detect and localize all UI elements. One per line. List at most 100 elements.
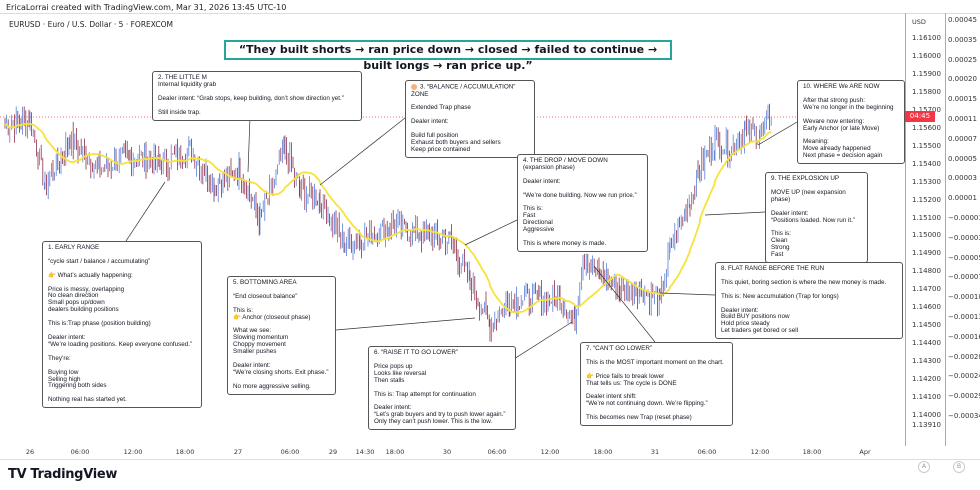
annotation-bottoming[interactable]: 5. BOTTOMING AREA “End closeout balance”… <box>227 276 336 395</box>
price-tick-label: 1.14600 <box>912 303 941 312</box>
annotation-body: After that strong push: We’re no longer … <box>803 96 894 160</box>
price-tick-label: 1.14400 <box>912 339 941 348</box>
secondary-tick-label: 0.00001 <box>948 194 977 203</box>
annotation-body: This is the MOST important moment on the… <box>586 358 724 422</box>
time-tick-label: Apr <box>859 448 871 456</box>
secondary-tick-label: 0.00045 <box>948 16 977 24</box>
annotation-flat-range[interactable]: 8. FLAT RANGE BEFORE THE RUN This quiet,… <box>715 262 903 340</box>
secondary-tick-label: 0.00020 <box>948 75 977 84</box>
secondary-tick-label: 0.00011 <box>948 115 977 123</box>
annotation-connector <box>593 265 656 343</box>
annotation-connector <box>125 181 166 242</box>
annotation-title: 4. THE DROP / MOVE DOWN <box>523 157 608 164</box>
annotation-title: 5. BOTTOMING AREA <box>233 279 297 286</box>
annotation-title: 2. THE LITTLE M <box>158 74 207 81</box>
annotation-connector <box>247 116 251 173</box>
secondary-tick-label: −0.00020 <box>948 352 980 361</box>
time-tick-label: 12:00 <box>750 448 770 456</box>
annotation-body: “cycle start / balance / accumulating” 👉… <box>48 257 193 404</box>
moving-average-line <box>4 122 772 314</box>
currency-label[interactable]: USD <box>912 18 926 26</box>
secondary-tick-label: −0.00013 <box>948 313 980 321</box>
price-tick-label: 1.15200 <box>912 195 941 204</box>
time-tick-label: 14:30 <box>355 448 375 456</box>
price-tick-label: 1.13910 <box>912 420 941 429</box>
price-tick-label: 1.14300 <box>912 357 941 366</box>
price-tick-label: 1.15800 <box>912 87 941 96</box>
annotation-drop[interactable]: 4. THE DROP / MOVE DOWN (expansion phase)… <box>517 154 648 252</box>
annotation-explosion-up[interactable]: 9. THE EXPLOSION UP MOVE UP (new expansi… <box>765 172 868 264</box>
price-tick-label: 1.15700 <box>912 105 941 114</box>
secondary-tick-label: −0.00003 <box>948 233 980 242</box>
price-tick-label: 1.14100 <box>912 393 941 401</box>
summary-banner: “They built shorts → ran price down → cl… <box>224 40 672 72</box>
annotation-little-m[interactable]: 2. THE LITTLE M Internal liquidity grab D… <box>152 71 362 121</box>
secondary-tick-label: −0.00016 <box>948 332 980 341</box>
scale-b-button[interactable]: B <box>953 461 965 473</box>
tradingview-logo[interactable]: TV TradingView <box>8 467 117 482</box>
chart-pane[interactable] <box>0 13 980 460</box>
price-tick-label: 1.16100 <box>912 34 941 42</box>
price-tick-label: 1.14700 <box>912 285 941 294</box>
auto-scale-button[interactable]: A <box>918 461 930 473</box>
annotation-title: 1. EARLY RANGE <box>48 244 100 251</box>
time-tick-label: 18:00 <box>175 448 195 456</box>
annotation-connector <box>757 121 798 146</box>
annotation-cant-go-lower[interactable]: 7. “CAN’T GO LOWER” This is the MOST imp… <box>580 342 733 427</box>
chart-credit: EricaLorrai created with TradingView.com… <box>6 3 287 12</box>
secondary-tick-label: 0.00007 <box>948 134 977 143</box>
price-tick-label: 1.15500 <box>912 141 941 150</box>
symbol-title: EURUSD · Euro / U.S. Dollar · 5 · FOREXC… <box>9 20 173 29</box>
secondary-tick-label: −0.00005 <box>948 253 980 262</box>
price-tick-label: 1.14900 <box>912 249 941 258</box>
current-price-countdown: 04:45 <box>905 111 935 122</box>
secondary-tick-label: −0.00029 <box>948 392 980 401</box>
time-tick-label: 18:00 <box>593 448 613 456</box>
time-tick-label: 06:00 <box>697 448 717 456</box>
price-tick-label: 1.15900 <box>912 69 941 78</box>
secondary-tick-label: −0.00034 <box>948 412 980 420</box>
annotation-connector <box>319 117 406 186</box>
secondary-tick-label: 0.00015 <box>948 95 977 104</box>
annotation-balance-zone[interactable]: 3. “BALANCE / ACCUMULATION” ZONE Extende… <box>405 80 535 158</box>
annotation-connector <box>704 211 766 216</box>
price-tick-label: 1.15000 <box>912 231 941 240</box>
price-tick-label: 1.14800 <box>912 267 941 276</box>
time-tick-label: 18:00 <box>385 448 405 456</box>
annotation-body: Internal liquidity grab Dealer intent: “… <box>158 80 344 116</box>
annotation-early-range[interactable]: 1. EARLY RANGE “cycle start / balance / … <box>42 241 202 409</box>
secondary-tick-label: −0.00001 <box>948 214 980 222</box>
annotation-connector <box>335 317 476 331</box>
time-tick-label: 12:00 <box>123 448 143 456</box>
brand-name: TradingView <box>30 467 118 482</box>
time-tick-label: 06:00 <box>487 448 507 456</box>
price-tick-label: 1.15100 <box>912 213 941 222</box>
price-tick-label: 1.14500 <box>912 321 941 330</box>
secondary-axis[interactable] <box>945 13 980 446</box>
price-tick-label: 1.15300 <box>912 177 941 186</box>
secondary-tick-label: 0.00005 <box>948 154 977 163</box>
annotation-title: 10. WHERE We ARE NOW <box>803 83 880 90</box>
time-tick-label: 29 <box>328 448 338 456</box>
time-tick-label: 27 <box>233 448 243 456</box>
time-tick-label: 18:00 <box>802 448 822 456</box>
price-tick-label: 1.15600 <box>912 123 941 132</box>
annotation-where-now[interactable]: 10. WHERE We ARE NOW After that strong p… <box>797 80 905 165</box>
annotation-title: 3. “BALANCE / ACCUMULATION” ZONE <box>411 83 516 98</box>
tradingview-mark-icon: TV <box>8 467 27 482</box>
annotation-title: 9. THE EXPLOSION UP <box>771 175 840 182</box>
time-tick-label: 31 <box>650 448 660 456</box>
annotation-raise-to-go-lower[interactable]: 6. “RAISE IT TO GO LOWER” Price pops up … <box>368 346 516 431</box>
secondary-tick-label: 0.00003 <box>948 174 977 183</box>
price-axis[interactable] <box>905 13 945 446</box>
time-tick-label: 06:00 <box>280 448 300 456</box>
time-tick-label: 06:00 <box>70 448 90 456</box>
annotation-title: 8. FLAT RANGE BEFORE THE RUN <box>721 265 825 272</box>
annotation-body: Extended Trap phase Dealer intent: Build… <box>411 104 501 153</box>
price-tick-label: 1.14000 <box>912 410 941 419</box>
annotation-body: (expansion phase) Dealer intent: “We’re … <box>523 163 637 248</box>
time-tick-label: 30 <box>442 448 452 456</box>
secondary-tick-label: −0.00007 <box>948 273 980 282</box>
price-tick-label: 1.15400 <box>912 159 941 168</box>
